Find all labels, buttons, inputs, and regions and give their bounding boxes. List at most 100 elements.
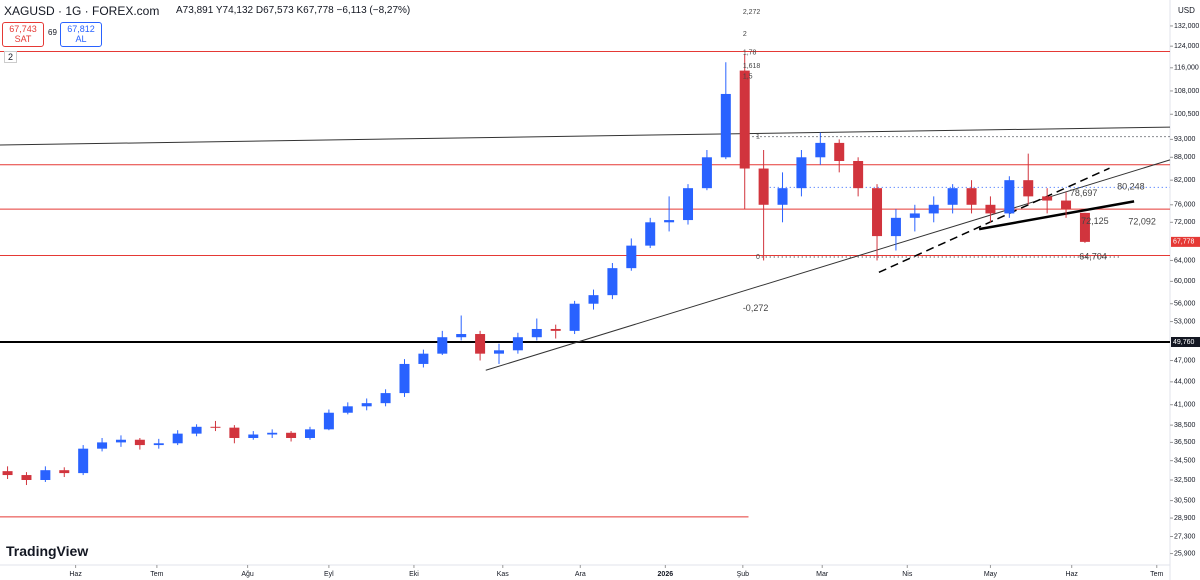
spread: 69: [48, 28, 57, 37]
annotation: 78,697: [1070, 188, 1098, 198]
candle-body: [985, 204, 996, 214]
candle-body: [607, 268, 618, 296]
y-tick-label: 30,500: [1174, 497, 1196, 504]
y-tick-label: 76,000: [1174, 202, 1196, 209]
y-tick-label: 72,000: [1174, 219, 1196, 226]
price-label-box: [1171, 236, 1200, 247]
x-tick-label: Ara: [575, 571, 586, 578]
x-tick-label: Kas: [497, 571, 510, 578]
candle-body: [1023, 180, 1034, 197]
y-tick-label: 93,000: [1174, 136, 1196, 143]
candle-body: [890, 217, 901, 237]
candle-body: [683, 188, 694, 221]
candle-body: [720, 93, 731, 158]
annotation: 1,618: [743, 63, 761, 70]
candle-body: [2, 471, 13, 476]
candle-body: [286, 432, 297, 438]
candle-body: [437, 337, 448, 354]
candle-body: [380, 393, 391, 404]
symbol-title[interactable]: XAGUSD · 1G · FOREX.com: [4, 4, 160, 18]
buy-label: AL: [75, 34, 87, 44]
trend-line: [0, 126, 1171, 146]
annotation: 72,092: [1128, 216, 1156, 226]
candle-body: [399, 363, 410, 394]
candle-body: [645, 222, 656, 246]
candle-body: [1042, 196, 1053, 201]
sell-label: SAT: [14, 34, 32, 44]
y-tick-label: 56,000: [1174, 301, 1196, 308]
buy-price: 67,812: [67, 24, 95, 34]
y-tick-label: 116,000: [1174, 65, 1199, 72]
candle-body: [550, 328, 561, 331]
candle-body: [153, 443, 164, 446]
y-tick-label: 64,000: [1174, 257, 1196, 264]
candle-body: [361, 403, 372, 407]
candle-body: [59, 470, 70, 474]
x-tick-label: Ağu: [241, 571, 254, 578]
candle-body: [947, 188, 958, 205]
y-tick-label: 132,000: [1174, 23, 1199, 30]
y-tick-label: 41,000: [1174, 402, 1196, 409]
candle-body: [475, 334, 486, 354]
y-tick-label: 34,500: [1174, 457, 1196, 464]
trend-line: [485, 159, 1171, 371]
candle-body: [248, 434, 259, 438]
candle-body: [626, 245, 637, 269]
y-tick-label: 60,000: [1174, 278, 1196, 285]
candle-body: [172, 433, 183, 444]
x-tick-label: Nis: [902, 571, 913, 578]
candle-body: [97, 442, 108, 449]
annotation: 2: [743, 31, 747, 38]
candle-body: [456, 334, 467, 338]
annotation: 2,272: [743, 9, 761, 16]
sell-button[interactable]: 67,743 SAT: [2, 22, 44, 47]
candle-body: [21, 475, 32, 481]
price-label: 49,760: [1173, 339, 1195, 346]
candle-body: [777, 188, 788, 205]
candle-body: [267, 432, 278, 435]
y-tick-label: 32,500: [1174, 477, 1196, 484]
x-tick-label: 2026: [658, 571, 674, 578]
x-tick-label: Tem: [1150, 571, 1163, 578]
candle-body: [210, 426, 221, 428]
candle-body: [664, 220, 675, 223]
x-tick-label: Eyl: [324, 571, 334, 578]
x-tick-label: May: [984, 571, 998, 578]
y-tick-label: 28,900: [1174, 515, 1196, 522]
candle-body: [115, 439, 126, 443]
ohlc-readout: A73,891 Y74,132 D67,573 K67,778 −6,113 (…: [176, 5, 411, 16]
annotation: -0,272: [743, 303, 769, 313]
candle-body: [588, 295, 599, 304]
x-tick-label: Tem: [150, 571, 163, 578]
y-tick-label: 47,000: [1174, 357, 1196, 364]
y-tick-label: 44,000: [1174, 379, 1196, 386]
x-tick-label: Mar: [816, 571, 829, 578]
candle-body: [342, 406, 353, 413]
price-label-box: [1171, 336, 1200, 347]
candle-body: [872, 188, 883, 237]
annotation: 64,704: [1079, 251, 1107, 261]
brand-logo: TradingView: [6, 543, 89, 559]
candle-body: [815, 142, 826, 158]
annotation: 1: [756, 133, 760, 140]
candle-body: [1079, 212, 1090, 242]
candle-body: [834, 142, 845, 161]
candle-body: [134, 439, 145, 446]
buy-button[interactable]: 67,812 AL: [60, 22, 102, 47]
candle-body: [40, 470, 51, 481]
indicator-toggle[interactable]: 2: [4, 51, 18, 63]
x-tick-label: Haz: [69, 571, 82, 578]
candle-body: [531, 328, 542, 338]
y-tick-label: 36,500: [1174, 439, 1196, 446]
y-tick-label: 100,500: [1174, 111, 1199, 118]
currency: USD: [1178, 6, 1195, 15]
trend-line: [878, 167, 1110, 274]
candle-body: [739, 70, 750, 169]
candle-body: [1004, 180, 1015, 214]
candle-body: [569, 303, 580, 331]
candle-body: [758, 168, 769, 205]
annotation: 0: [756, 254, 760, 261]
axis-panel: [1170, 0, 1200, 580]
annotation: 80,248: [1117, 182, 1145, 192]
candle-body: [909, 213, 920, 218]
